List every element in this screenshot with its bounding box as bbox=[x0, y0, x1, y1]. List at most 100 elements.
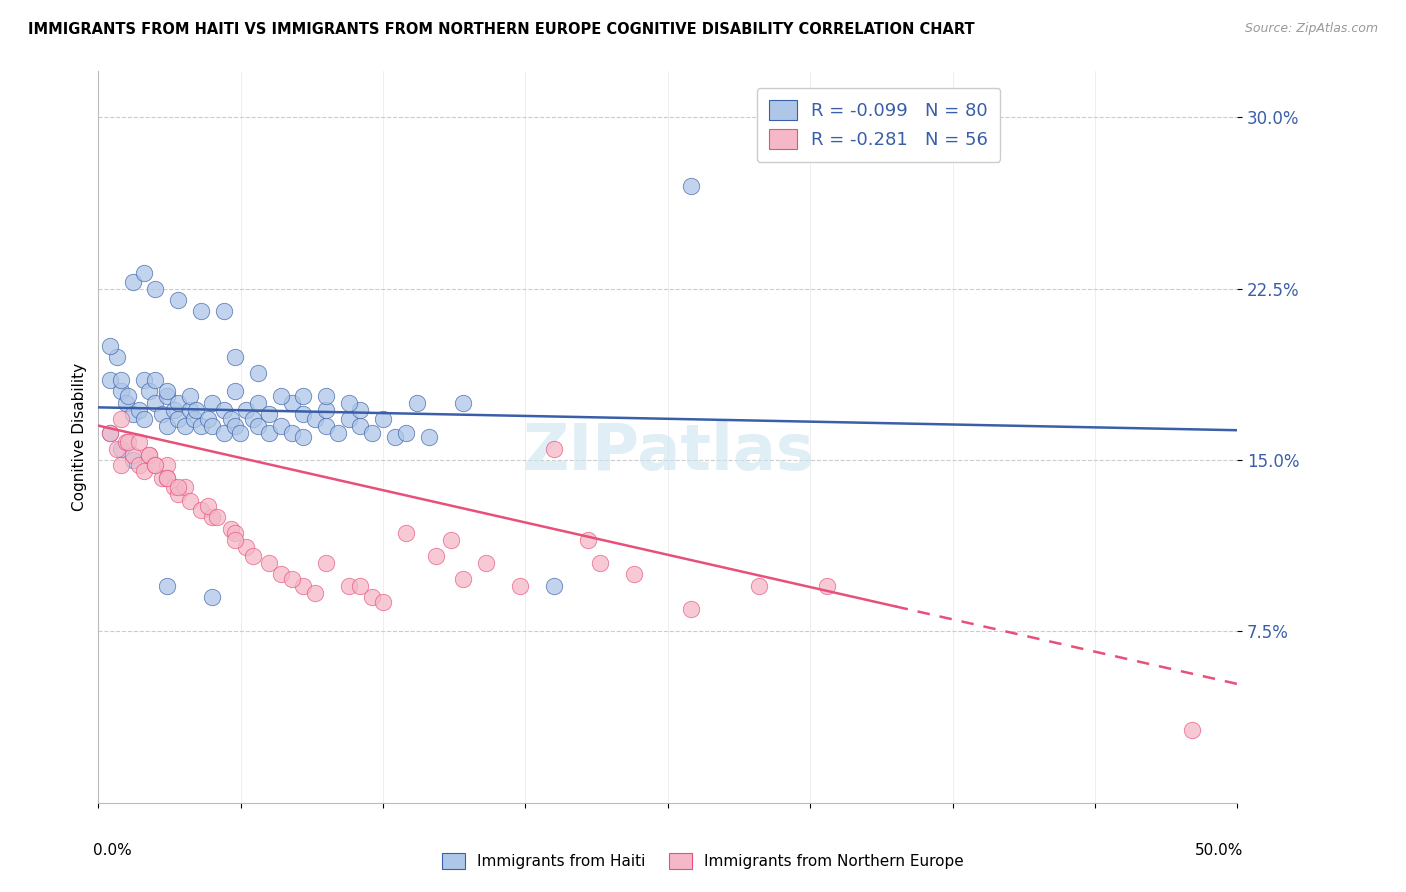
Point bbox=[224, 350, 246, 364]
Point bbox=[167, 480, 190, 494]
Point bbox=[337, 579, 360, 593]
Point bbox=[98, 338, 121, 352]
Point bbox=[281, 425, 304, 440]
Point bbox=[349, 418, 371, 433]
Point bbox=[156, 471, 179, 485]
Point bbox=[179, 494, 201, 508]
Point bbox=[292, 407, 315, 421]
Point bbox=[117, 389, 139, 403]
Point bbox=[156, 471, 179, 485]
Point bbox=[197, 499, 219, 513]
Point bbox=[623, 567, 645, 582]
Point bbox=[395, 526, 418, 541]
Point bbox=[98, 373, 121, 387]
Point bbox=[371, 412, 394, 426]
Point bbox=[748, 579, 770, 593]
Legend: R = -0.099   N = 80, R = -0.281   N = 56: R = -0.099 N = 80, R = -0.281 N = 56 bbox=[756, 87, 1001, 161]
Text: Source: ZipAtlas.com: Source: ZipAtlas.com bbox=[1244, 22, 1378, 36]
Point bbox=[138, 449, 160, 463]
Point bbox=[183, 412, 205, 426]
Point bbox=[337, 396, 360, 410]
Point bbox=[145, 458, 167, 472]
Point bbox=[292, 430, 315, 444]
Point bbox=[543, 579, 565, 593]
Point bbox=[190, 304, 212, 318]
Point bbox=[315, 418, 337, 433]
Point bbox=[145, 396, 167, 410]
Y-axis label: Cognitive Disability: Cognitive Disability bbox=[72, 363, 87, 511]
Point bbox=[815, 579, 838, 593]
Point bbox=[105, 350, 128, 364]
Point bbox=[440, 533, 463, 547]
Point bbox=[259, 425, 281, 440]
Point bbox=[451, 572, 474, 586]
Point bbox=[121, 453, 143, 467]
Point bbox=[224, 526, 246, 541]
Point bbox=[114, 434, 136, 449]
Point bbox=[201, 396, 224, 410]
Point bbox=[588, 556, 610, 570]
Point bbox=[197, 412, 219, 426]
Point bbox=[121, 449, 143, 463]
Point bbox=[179, 402, 201, 417]
Point bbox=[201, 590, 224, 604]
Point bbox=[205, 510, 228, 524]
Point bbox=[150, 407, 173, 421]
Point bbox=[224, 418, 246, 433]
Point bbox=[110, 373, 132, 387]
Point bbox=[162, 480, 184, 494]
Point bbox=[292, 579, 315, 593]
Point bbox=[128, 458, 150, 472]
Point bbox=[543, 442, 565, 456]
Point bbox=[281, 572, 304, 586]
Point bbox=[132, 412, 155, 426]
Point bbox=[167, 487, 190, 501]
Point bbox=[186, 402, 208, 417]
Point bbox=[360, 425, 382, 440]
Point bbox=[474, 556, 496, 570]
Point bbox=[138, 384, 160, 399]
Point bbox=[190, 418, 212, 433]
Point bbox=[224, 533, 246, 547]
Point bbox=[105, 442, 128, 456]
Point bbox=[110, 412, 132, 426]
Point bbox=[167, 396, 190, 410]
Point bbox=[371, 595, 394, 609]
Text: IMMIGRANTS FROM HAITI VS IMMIGRANTS FROM NORTHERN EUROPE COGNITIVE DISABILITY CO: IMMIGRANTS FROM HAITI VS IMMIGRANTS FROM… bbox=[28, 22, 974, 37]
Point bbox=[167, 412, 190, 426]
Point bbox=[242, 549, 264, 563]
Point bbox=[114, 396, 136, 410]
Point bbox=[110, 442, 132, 456]
Point bbox=[138, 449, 160, 463]
Point bbox=[145, 373, 167, 387]
Point bbox=[270, 567, 292, 582]
Point bbox=[315, 402, 337, 417]
Point bbox=[246, 366, 269, 380]
Point bbox=[132, 373, 155, 387]
Point bbox=[360, 590, 382, 604]
Point bbox=[235, 402, 257, 417]
Point bbox=[337, 412, 360, 426]
Point bbox=[576, 533, 599, 547]
Point bbox=[201, 510, 224, 524]
Point bbox=[304, 412, 326, 426]
Point bbox=[246, 418, 269, 433]
Point bbox=[190, 503, 212, 517]
Point bbox=[179, 389, 201, 403]
Point bbox=[98, 425, 121, 440]
Point bbox=[679, 178, 702, 193]
Point bbox=[451, 396, 474, 410]
Point bbox=[132, 266, 155, 280]
Point bbox=[156, 579, 179, 593]
Point bbox=[174, 418, 197, 433]
Point bbox=[174, 480, 197, 494]
Point bbox=[219, 412, 242, 426]
Point bbox=[235, 540, 257, 554]
Point bbox=[156, 458, 179, 472]
Point bbox=[156, 418, 179, 433]
Point bbox=[110, 458, 132, 472]
Point bbox=[224, 384, 246, 399]
Point bbox=[219, 521, 242, 535]
Point bbox=[326, 425, 349, 440]
Point bbox=[270, 389, 292, 403]
